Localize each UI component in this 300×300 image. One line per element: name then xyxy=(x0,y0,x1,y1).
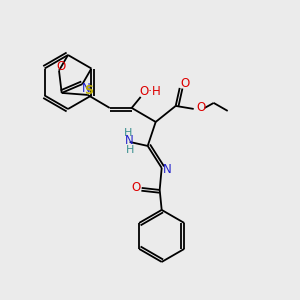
Text: O: O xyxy=(131,182,140,194)
Text: H: H xyxy=(125,145,134,155)
Text: O: O xyxy=(56,60,66,73)
Text: H: H xyxy=(124,128,132,138)
Text: O·H: O·H xyxy=(140,85,162,98)
Text: S: S xyxy=(84,84,93,98)
Text: N: N xyxy=(163,164,172,176)
Text: N: N xyxy=(82,82,91,94)
Text: N: N xyxy=(125,134,134,147)
Text: O: O xyxy=(180,77,189,90)
Text: O: O xyxy=(196,101,205,114)
